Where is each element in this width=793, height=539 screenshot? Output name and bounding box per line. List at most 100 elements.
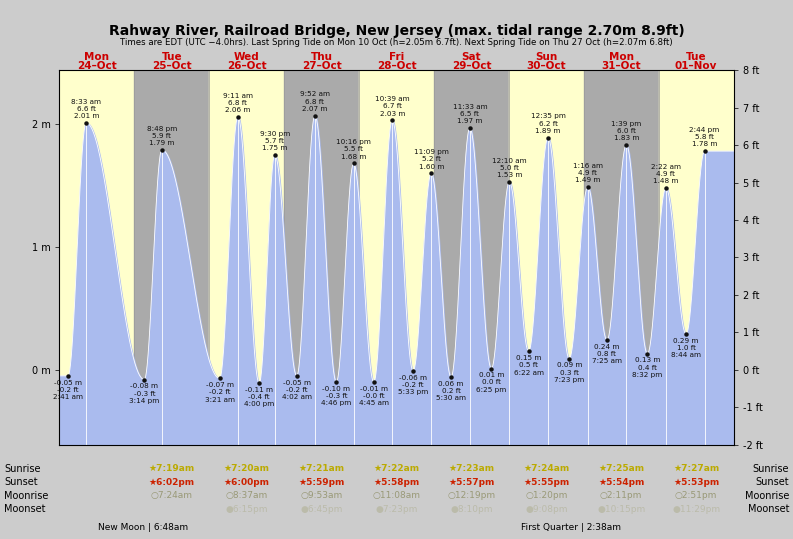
Text: ★7:22am: ★7:22am xyxy=(374,465,419,473)
Text: ○12:19pm: ○12:19pm xyxy=(447,492,496,500)
Text: ★5:53pm: ★5:53pm xyxy=(673,478,719,487)
Bar xyxy=(359,70,434,445)
Text: -0.05 m
-0.2 ft
2:41 am: -0.05 m -0.2 ft 2:41 am xyxy=(53,379,83,400)
Bar xyxy=(59,70,134,445)
Text: Mon: Mon xyxy=(609,52,634,61)
Text: ★7:27am: ★7:27am xyxy=(673,465,719,473)
Text: ○8:37am: ○8:37am xyxy=(225,492,268,500)
Text: Sunrise: Sunrise xyxy=(753,464,789,474)
Text: 25–Oct: 25–Oct xyxy=(152,61,192,71)
Text: 11:09 pm
5.2 ft
1.60 m: 11:09 pm 5.2 ft 1.60 m xyxy=(414,149,449,170)
Text: Moonset: Moonset xyxy=(748,505,789,514)
Text: ★5:55pm: ★5:55pm xyxy=(523,478,569,487)
Text: Sat: Sat xyxy=(462,52,481,61)
Text: 10:39 am
6.7 ft
2.03 m: 10:39 am 6.7 ft 2.03 m xyxy=(375,96,410,117)
Bar xyxy=(209,70,284,445)
Text: ★7:24am: ★7:24am xyxy=(523,465,569,473)
Text: ★6:02pm: ★6:02pm xyxy=(149,478,195,487)
Text: 01–Nov: 01–Nov xyxy=(675,61,717,71)
Text: ○11:08am: ○11:08am xyxy=(373,492,420,500)
Text: 31–Oct: 31–Oct xyxy=(601,61,641,71)
Text: ○9:53am: ○9:53am xyxy=(301,492,343,500)
Text: 28–Oct: 28–Oct xyxy=(377,61,416,71)
Text: 0.13 m
0.4 ft
8:32 pm: 0.13 m 0.4 ft 8:32 pm xyxy=(632,357,662,378)
Text: Mon: Mon xyxy=(84,52,109,61)
Text: 1:39 pm
6.0 ft
1.83 m: 1:39 pm 6.0 ft 1.83 m xyxy=(611,121,642,141)
Text: 2:22 am
4.9 ft
1.48 m: 2:22 am 4.9 ft 1.48 m xyxy=(651,164,681,184)
Text: ★5:57pm: ★5:57pm xyxy=(448,478,495,487)
Text: ★5:58pm: ★5:58pm xyxy=(374,478,419,487)
Text: ★7:23am: ★7:23am xyxy=(448,465,495,473)
Text: Tue: Tue xyxy=(162,52,182,61)
Text: -0.06 m
-0.2 ft
5:33 pm: -0.06 m -0.2 ft 5:33 pm xyxy=(398,375,428,395)
Text: 11:33 am
6.5 ft
1.97 m: 11:33 am 6.5 ft 1.97 m xyxy=(453,103,487,124)
Text: 0.29 m
1.0 ft
8:44 am: 0.29 m 1.0 ft 8:44 am xyxy=(671,338,701,358)
Text: ★7:20am: ★7:20am xyxy=(224,465,270,473)
Text: 8:33 am
6.6 ft
2.01 m: 8:33 am 6.6 ft 2.01 m xyxy=(71,99,102,119)
Text: 27–Oct: 27–Oct xyxy=(301,61,342,71)
Text: Fri: Fri xyxy=(389,52,404,61)
Text: Sunset: Sunset xyxy=(756,478,789,487)
Text: ●6:15pm: ●6:15pm xyxy=(225,505,268,514)
Text: ●11:29pm: ●11:29pm xyxy=(672,505,720,514)
Text: 9:11 am
6.8 ft
2.06 m: 9:11 am 6.8 ft 2.06 m xyxy=(223,93,253,113)
Text: 0.01 m
0.0 ft
6:25 pm: 0.01 m 0.0 ft 6:25 pm xyxy=(477,372,507,393)
Text: ●8:10pm: ●8:10pm xyxy=(450,505,492,514)
Text: Moonrise: Moonrise xyxy=(745,491,789,501)
Text: 12:35 pm
6.2 ft
1.89 m: 12:35 pm 6.2 ft 1.89 m xyxy=(531,113,565,134)
Text: ★7:21am: ★7:21am xyxy=(298,465,345,473)
Bar xyxy=(659,70,734,445)
Bar xyxy=(509,70,584,445)
Text: 9:30 pm
5.7 ft
1.75 m: 9:30 pm 5.7 ft 1.75 m xyxy=(259,130,290,151)
Text: 0.15 m
0.5 ft
6:22 am: 0.15 m 0.5 ft 6:22 am xyxy=(514,355,544,376)
Text: -0.05 m
-0.2 ft
4:02 am: -0.05 m -0.2 ft 4:02 am xyxy=(282,379,312,400)
Text: 1:16 am
4.9 ft
1.49 m: 1:16 am 4.9 ft 1.49 m xyxy=(573,163,603,183)
Text: ○2:51pm: ○2:51pm xyxy=(675,492,717,500)
Text: Moonset: Moonset xyxy=(4,505,45,514)
Text: -0.08 m
-0.3 ft
3:14 pm: -0.08 m -0.3 ft 3:14 pm xyxy=(129,383,159,404)
Text: Times are EDT (UTC −4.0hrs). Last Spring Tide on Mon 10 Oct (h=2.05m 6.7ft). Nex: Times are EDT (UTC −4.0hrs). Last Spring… xyxy=(121,38,672,47)
Text: 9:52 am
6.8 ft
2.07 m: 9:52 am 6.8 ft 2.07 m xyxy=(300,91,330,112)
Text: ○7:24am: ○7:24am xyxy=(151,492,193,500)
Text: ★6:00pm: ★6:00pm xyxy=(224,478,270,487)
Text: 24–Oct: 24–Oct xyxy=(77,61,117,71)
Text: 0.06 m
0.2 ft
5:30 am: 0.06 m 0.2 ft 5:30 am xyxy=(436,381,466,402)
Text: ○2:11pm: ○2:11pm xyxy=(600,492,642,500)
Text: ○1:20pm: ○1:20pm xyxy=(525,492,568,500)
Text: Moonrise: Moonrise xyxy=(4,491,48,501)
Text: Sunset: Sunset xyxy=(4,478,37,487)
Text: ★7:25am: ★7:25am xyxy=(598,465,644,473)
Text: Tue: Tue xyxy=(686,52,707,61)
Text: ★5:54pm: ★5:54pm xyxy=(598,478,645,487)
Text: 0.09 m
0.3 ft
7:23 pm: 0.09 m 0.3 ft 7:23 pm xyxy=(554,362,584,383)
Text: Rahway River, Railroad Bridge, New Jersey (max. tidal range 2.70m 8.9ft): Rahway River, Railroad Bridge, New Jerse… xyxy=(109,24,684,38)
Bar xyxy=(584,70,659,445)
Text: New Moon | 6:48am: New Moon | 6:48am xyxy=(98,523,188,531)
Text: 26–Oct: 26–Oct xyxy=(227,61,266,71)
Text: 8:48 pm
5.9 ft
1.79 m: 8:48 pm 5.9 ft 1.79 m xyxy=(147,126,177,146)
Text: 30–Oct: 30–Oct xyxy=(527,61,566,71)
Text: 2:44 pm
5.8 ft
1.78 m: 2:44 pm 5.8 ft 1.78 m xyxy=(689,127,720,148)
Text: First Quarter | 2:38am: First Quarter | 2:38am xyxy=(521,523,621,531)
Text: ●9:08pm: ●9:08pm xyxy=(525,505,568,514)
Text: -0.10 m
-0.3 ft
4:46 pm: -0.10 m -0.3 ft 4:46 pm xyxy=(321,386,351,406)
Text: ●10:15pm: ●10:15pm xyxy=(597,505,646,514)
Text: ★7:19am: ★7:19am xyxy=(149,465,195,473)
Text: 12:10 am
5.0 ft
1.53 m: 12:10 am 5.0 ft 1.53 m xyxy=(492,157,527,178)
Text: 29–Oct: 29–Oct xyxy=(452,61,491,71)
Text: Thu: Thu xyxy=(311,52,332,61)
Text: 0.24 m
0.8 ft
7:25 am: 0.24 m 0.8 ft 7:25 am xyxy=(592,344,622,364)
Text: ●6:45pm: ●6:45pm xyxy=(301,505,343,514)
Bar xyxy=(134,70,209,445)
Text: -0.01 m
-0.0 ft
4:45 am: -0.01 m -0.0 ft 4:45 am xyxy=(358,386,389,406)
Text: -0.07 m
-0.2 ft
3:21 am: -0.07 m -0.2 ft 3:21 am xyxy=(205,382,235,403)
Bar xyxy=(284,70,359,445)
Text: 10:16 pm
5.5 ft
1.68 m: 10:16 pm 5.5 ft 1.68 m xyxy=(336,139,371,160)
Text: ●7:23pm: ●7:23pm xyxy=(375,505,418,514)
Text: Sunrise: Sunrise xyxy=(4,464,40,474)
Text: Sun: Sun xyxy=(535,52,557,61)
Text: -0.11 m
-0.4 ft
4:00 pm: -0.11 m -0.4 ft 4:00 pm xyxy=(244,387,274,407)
Text: ★5:59pm: ★5:59pm xyxy=(298,478,345,487)
Bar xyxy=(434,70,509,445)
Text: Wed: Wed xyxy=(234,52,259,61)
